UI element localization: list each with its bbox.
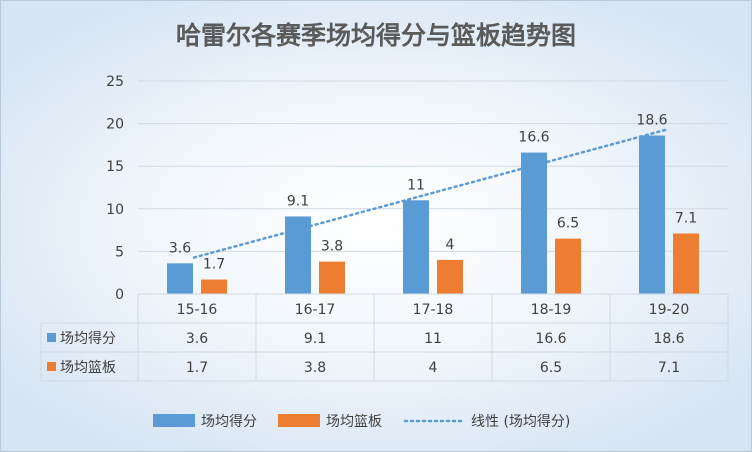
bar-rebounds xyxy=(319,261,345,294)
y-tick-label: 15 xyxy=(106,159,124,175)
data-label: 4 xyxy=(446,237,455,253)
legend: 场均得分 场均篮板 线性 (场均得分) xyxy=(153,413,570,430)
table-cell-value: 6.5 xyxy=(540,360,562,376)
y-tick-label: 25 xyxy=(106,74,124,90)
bar-rebounds xyxy=(437,259,463,294)
bars-layer: 3.6 1.7 9.1 3.8 11 4 16.6 6.5 18.6 7.1 xyxy=(167,113,699,294)
bar-rebounds xyxy=(673,233,699,294)
table-cell-value: 3.6 xyxy=(186,331,208,347)
bar-points xyxy=(285,216,311,294)
data-label: 3.8 xyxy=(321,239,343,255)
table-cell-value: 7.1 xyxy=(658,360,680,376)
table-cell-value: 9.1 xyxy=(304,331,326,347)
trendline xyxy=(192,128,668,259)
table-cell-value: 11 xyxy=(424,331,442,347)
x-tick-label: 15-16 xyxy=(177,302,218,318)
bar-points xyxy=(403,200,429,294)
table-series-name: 场均得分 xyxy=(60,330,116,347)
x-tick-label: 16-17 xyxy=(295,302,336,318)
legend-label-rebounds: 场均篮板 xyxy=(326,414,382,430)
table-cell-value: 3.8 xyxy=(304,360,326,376)
bar-rebounds xyxy=(201,279,227,294)
x-tick-label: 18-19 xyxy=(531,302,572,318)
data-label: 18.6 xyxy=(636,113,667,129)
data-label: 1.7 xyxy=(203,257,225,273)
bar-points xyxy=(167,263,193,294)
legend-key-rebounds xyxy=(278,414,320,427)
table-cell-value: 18.6 xyxy=(653,331,684,347)
bar-points xyxy=(639,135,665,294)
table-cell-value: 16.6 xyxy=(535,331,566,347)
x-tick-label: 19-20 xyxy=(649,302,690,318)
data-table: 15-16 16-17 17-18 18-19 19-20 场均得分 3.6 9.1 11 16.… xyxy=(40,293,729,382)
data-label: 11 xyxy=(407,177,425,193)
bar-points xyxy=(521,152,547,294)
table-cell-value: 4 xyxy=(429,360,438,376)
y-tick-label: 0 xyxy=(115,287,124,303)
table-cell-value: 1.7 xyxy=(186,360,208,376)
data-label: 16.6 xyxy=(518,130,549,146)
data-label: 6.5 xyxy=(557,216,579,232)
y-tick-label: 20 xyxy=(106,117,124,133)
data-label: 3.6 xyxy=(169,240,191,256)
y-tick-label: 5 xyxy=(115,244,124,260)
data-label: 9.1 xyxy=(287,193,309,209)
bar-rebounds xyxy=(555,238,581,294)
table-legend-key xyxy=(47,362,56,371)
trendline-layer xyxy=(192,128,668,259)
legend-label-trendline: 线性 (场均得分) xyxy=(471,413,570,430)
y-axis-ticks: 0 5 10 15 20 25 xyxy=(106,74,124,303)
table-legend-key xyxy=(47,333,56,342)
data-label: 7.1 xyxy=(675,211,697,227)
x-tick-label: 17-18 xyxy=(413,302,454,318)
y-tick-label: 10 xyxy=(106,202,124,218)
chart-title: 哈雷尔各赛季场均得分与篮板趋势图 xyxy=(176,21,576,50)
legend-label-points: 场均得分 xyxy=(201,413,257,430)
legend-key-points xyxy=(153,414,195,427)
table-series-name: 场均篮板 xyxy=(60,360,116,376)
